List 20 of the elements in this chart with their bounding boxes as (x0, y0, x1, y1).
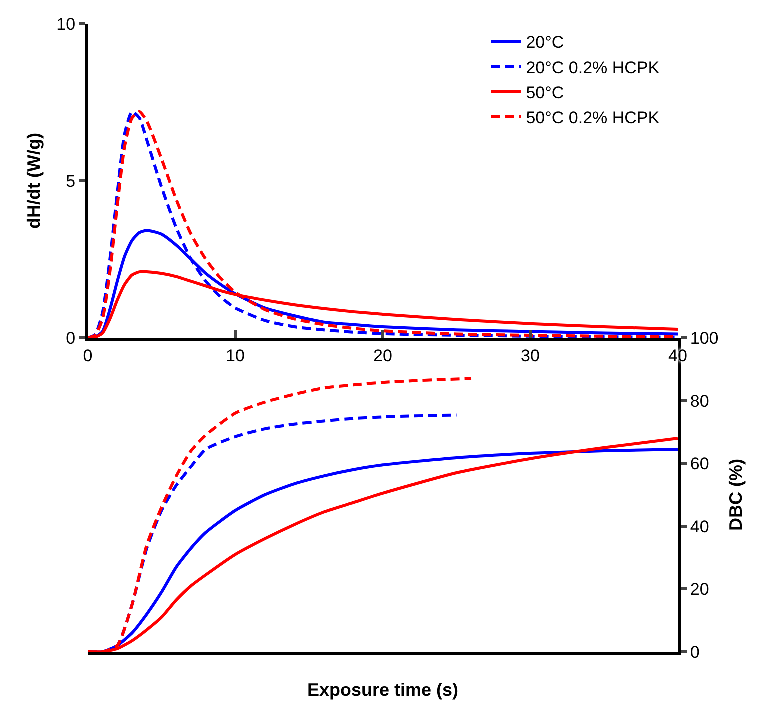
legend-label: 20°C (526, 33, 564, 52)
y-tick-label: 5 (66, 172, 76, 191)
y-tick-label: 100 (690, 328, 719, 348)
y-tick-label: 40 (690, 517, 710, 536)
y-tick-label: 80 (690, 392, 710, 411)
y-tick-label: 0 (690, 642, 700, 662)
legend-label: 50°C (526, 83, 564, 102)
y-axis-title: dH/dt (W/g) (24, 133, 44, 229)
y-tick-label: 0 (66, 328, 76, 348)
y-tick-label: 60 (690, 454, 710, 474)
y-axis-title: DBC (%) (726, 459, 746, 531)
x-axis-title: Exposure time (s) (307, 680, 459, 700)
x-tick-label: 0 (83, 346, 93, 366)
y-tick-label: 20 (690, 580, 710, 600)
legend-label: 50°C 0.2% HCPK (526, 108, 660, 128)
x-tick-label: 20 (374, 346, 392, 366)
legend-label: 20°C 0.2% HCPK (526, 58, 660, 78)
x-tick-label: 10 (226, 346, 245, 366)
x-tick-label: 30 (521, 346, 540, 366)
y-tick-label: 10 (56, 14, 76, 34)
